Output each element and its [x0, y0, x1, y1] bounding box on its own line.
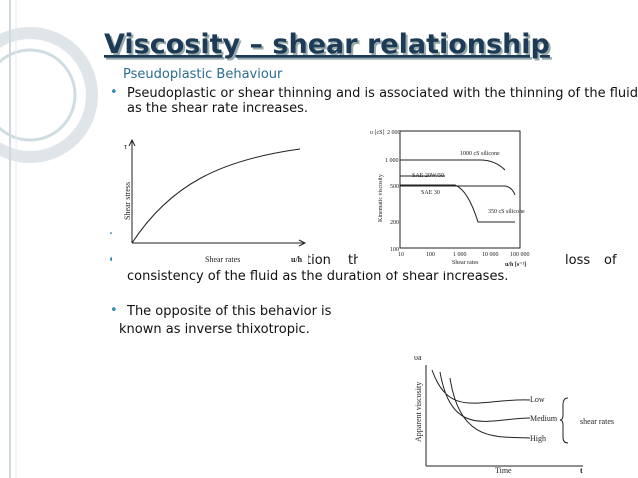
title-shadow: Viscosity – shear relationship [106, 31, 552, 62]
text: The opposite of this behavior is [126, 304, 332, 319]
label: 100 000 [510, 252, 530, 258]
label: Time [495, 466, 512, 475]
label: Kinematic viscosity [378, 174, 384, 222]
label: 10 [398, 252, 404, 258]
text: tion [306, 253, 331, 268]
text: consistency of the fluid as the duration… [127, 269, 508, 284]
label: t [580, 466, 583, 475]
label: Medium [530, 414, 558, 423]
text: of [604, 253, 617, 268]
label: 100 [390, 247, 399, 253]
subtitle: Pseudoplastic Behaviour [123, 67, 283, 82]
label: u/h [s⁻¹] [505, 262, 526, 268]
label: 500 [390, 184, 399, 190]
bullet: • [110, 303, 118, 318]
decoration [0, 0, 98, 478]
label: υa [414, 353, 422, 362]
label: SAE 20W/50 [412, 173, 444, 179]
label: shear rates [580, 417, 614, 426]
label: Shear rates [205, 255, 240, 264]
label: 200 [390, 220, 399, 226]
label: 10 000 [482, 252, 499, 258]
label: Shear stress [123, 182, 132, 220]
bullet: • [110, 85, 118, 100]
title: Viscosity – shear relationship [104, 29, 550, 60]
label: SAE 30 [421, 190, 440, 196]
figure3: υa Apparent viscosity Low Medium High sh… [414, 353, 614, 475]
label: τ [124, 142, 128, 151]
label: 1000 cS silicone [460, 151, 500, 157]
figure2: υ [cS] 2 000 1 000 500 200 100 Kinematic… [358, 126, 548, 271]
label: 350 cS silicone [488, 209, 525, 215]
text: known as inverse thixotropic. [119, 322, 310, 337]
figure1: τ Shear stress Shear rates u/h [112, 130, 308, 266]
label: High [530, 434, 546, 443]
bullet: • [108, 253, 116, 268]
label: u/h [291, 255, 303, 264]
label: 1 000 [385, 158, 399, 164]
label: Apparent viscosity [414, 382, 423, 442]
text: as the shear rate increases. [127, 101, 308, 116]
label: υ [cS] [370, 130, 384, 136]
label: Shear rates [452, 260, 479, 266]
label: 100 [426, 252, 435, 258]
label: Low [530, 395, 545, 404]
label: 2 000 [387, 130, 401, 136]
text: loss [565, 253, 590, 268]
text: Pseudoplastic or shear thinning and is a… [127, 86, 638, 101]
label: 1 000 [453, 252, 467, 258]
